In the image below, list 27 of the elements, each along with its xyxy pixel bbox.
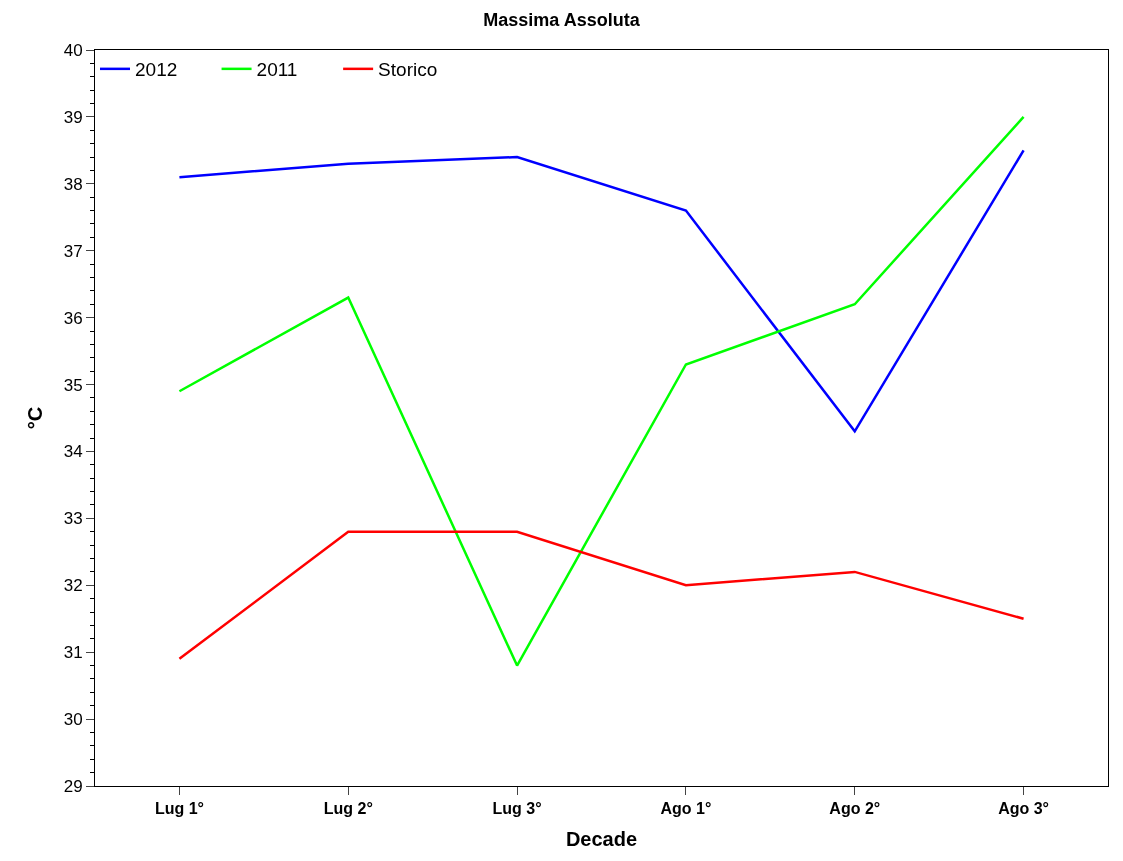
legend-label: 2011 xyxy=(256,59,298,81)
legend-label: 2012 xyxy=(135,59,178,81)
x-tick-label: Lug 2° xyxy=(323,800,373,818)
line-series xyxy=(178,149,1025,433)
y-tick-label: 33 xyxy=(63,509,83,529)
y-tick-label: 29 xyxy=(63,776,83,796)
x-tick-label: Ago 3° xyxy=(998,800,1049,818)
x-tick-label: Ago 1° xyxy=(660,800,712,818)
chart-title: Massima Assoluta xyxy=(483,9,641,30)
y-tick-label: 34 xyxy=(63,442,83,462)
y-tick-label: 31 xyxy=(63,643,83,663)
legend-label: Storico xyxy=(378,59,438,81)
y-tick-label: 30 xyxy=(63,710,83,730)
y-tick-label: 35 xyxy=(63,375,83,395)
x-tick-label: Lug 3° xyxy=(492,800,542,818)
y-tick-label: 38 xyxy=(63,174,83,194)
y-tick-label: 36 xyxy=(63,308,83,328)
x-axis-title: Decade xyxy=(565,827,638,850)
y-tick-label: 37 xyxy=(63,241,83,261)
y-tick-label: 39 xyxy=(63,107,83,127)
line-series xyxy=(178,115,1025,667)
y-tick-label: 40 xyxy=(63,40,83,60)
y-tick-label: 32 xyxy=(63,576,83,596)
line-series xyxy=(178,530,1025,661)
y-axis-title: °C xyxy=(24,406,47,430)
x-tick-label: Ago 2° xyxy=(829,800,881,818)
x-tick-label: Lug 1° xyxy=(154,800,204,818)
